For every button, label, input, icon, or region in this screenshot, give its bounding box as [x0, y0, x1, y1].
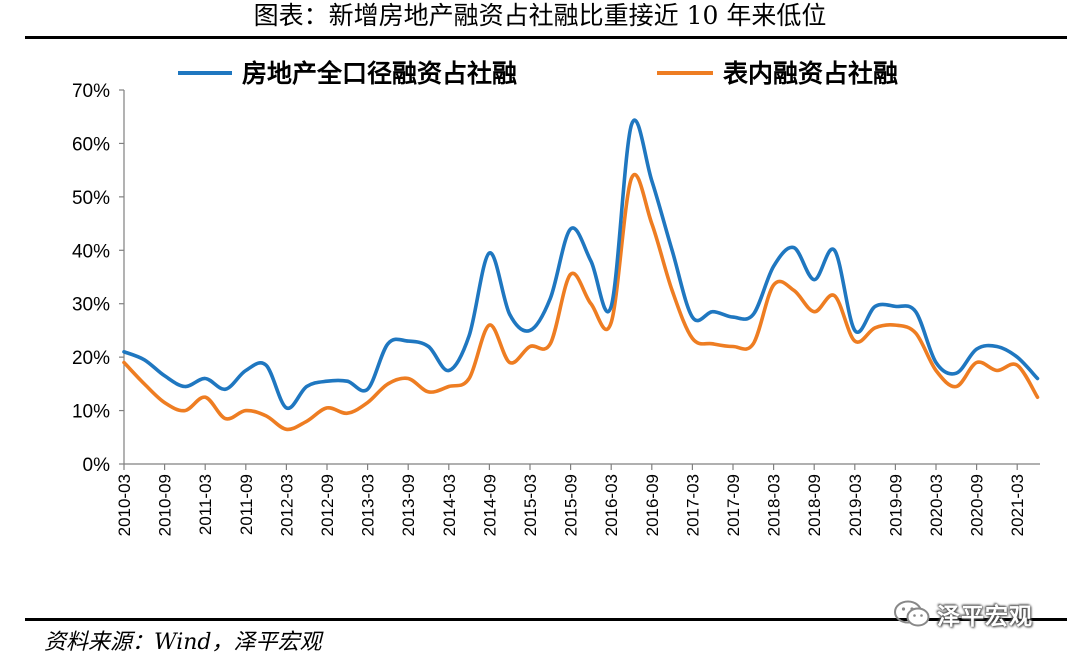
series-line-real-estate [122, 118, 1040, 410]
page-title: 图表：新增房地产融资占社融比重接近 10 年来低位 [253, 1, 827, 30]
top-rule [25, 36, 1067, 39]
legend-label-on-balance: 表内融资占社融 [723, 59, 898, 88]
x-tick-label: 2012-03 [277, 474, 296, 536]
x-tick-label: 2014-03 [440, 474, 459, 536]
x-axis: 2010-03 2010-09 2011-03 2011-09 2012-03 2012-… [115, 463, 1040, 536]
y-tick-label: 50% [72, 188, 110, 209]
wechat-icon [894, 600, 930, 627]
x-tick-label: 2011-03 [196, 474, 215, 535]
x-tick-label: 2013-09 [399, 474, 418, 536]
y-axis: 0% 10% 20% 30% 40% 50% 60% 70% [72, 81, 125, 476]
watermark-text: 泽平宏观 [937, 604, 1033, 630]
x-tick-label: 2020-09 [968, 474, 987, 536]
y-tick-label: 70% [72, 81, 110, 102]
legend: 房地产全口径融资占社融 表内融资占社融 [178, 59, 898, 88]
x-tick-label: 2014-09 [480, 474, 499, 536]
x-tick-label: 2021-03 [1008, 474, 1027, 536]
line-chart: 房地产全口径融资占社融 表内融资占社融 0% 10% 20% 30% 40% 50% 60%… [72, 59, 1040, 536]
x-tick-label: 2016-03 [602, 474, 621, 536]
x-tick-label: 2011-09 [237, 474, 256, 535]
x-tick-label: 2017-09 [724, 474, 743, 536]
x-tick-label: 2015-09 [562, 474, 581, 536]
y-tick-label: 20% [72, 348, 110, 369]
source-note: 资料来源：Wind，泽平宏观 [44, 630, 322, 655]
x-tick-label: 2013-03 [359, 474, 378, 536]
watermark: 泽平宏观 [893, 596, 1058, 632]
x-tick-label: 2019-03 [846, 474, 865, 536]
x-tick-label: 2018-09 [805, 474, 824, 536]
legend-label-real-estate: 房地产全口径融资占社融 [242, 59, 517, 88]
x-tick-label: 2010-03 [115, 474, 134, 536]
x-tick-label: 2018-03 [765, 474, 784, 536]
y-tick-label: 40% [72, 241, 110, 262]
plot-area [122, 118, 1040, 432]
y-tick-label: 10% [72, 402, 110, 423]
x-tick-label: 2020-03 [927, 474, 946, 536]
y-tick-label: 0% [83, 455, 111, 476]
series-line-on-balance [122, 172, 1040, 432]
y-tick-label: 60% [72, 134, 110, 155]
x-tick-label: 2019-09 [886, 474, 905, 536]
bottom-rule [25, 618, 1067, 621]
x-tick-label: 2016-09 [643, 474, 662, 536]
x-tick-label: 2015-03 [521, 474, 540, 536]
x-tick-label: 2010-09 [156, 474, 175, 536]
x-tick-label: 2012-09 [318, 474, 337, 536]
x-tick-label: 2017-03 [683, 474, 702, 536]
y-tick-label: 30% [72, 295, 110, 316]
